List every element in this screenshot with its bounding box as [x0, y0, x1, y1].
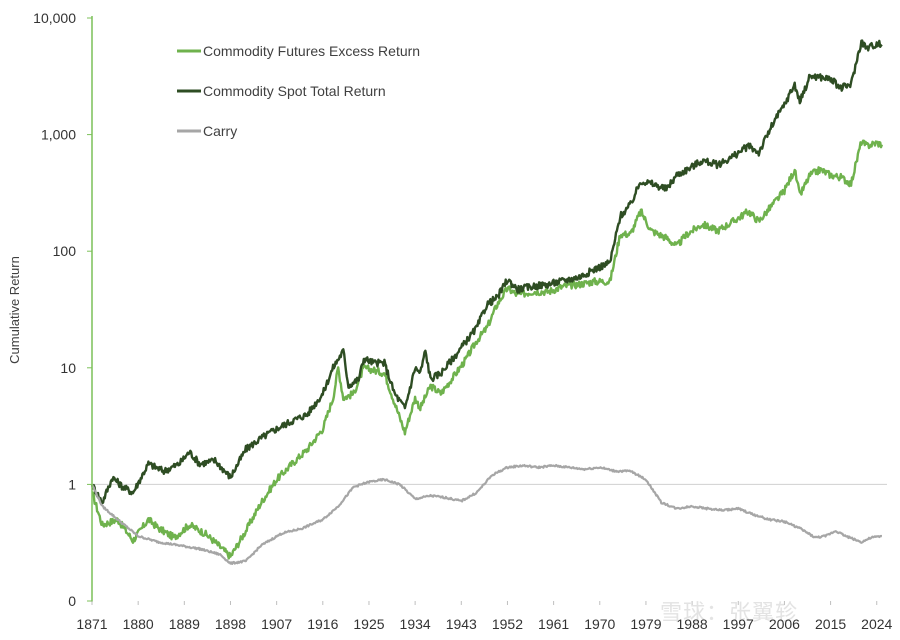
legend-label-3: Carry	[203, 123, 237, 139]
series-line-2	[90, 39, 883, 505]
x-tick-label: 1925	[353, 616, 384, 632]
x-tick-label: 1916	[307, 616, 338, 632]
series-line-1	[91, 139, 884, 560]
x-tick-label: 2006	[769, 616, 800, 632]
series-group	[90, 39, 884, 565]
y-tick-label: 10	[60, 360, 76, 376]
legend: Commodity Futures Excess Return Commodity…	[177, 43, 420, 139]
y-tick-label: 0	[68, 593, 76, 609]
x-tick-label: 1961	[538, 616, 569, 632]
x-axis-ticks: 1871 1880 1889 1898 1907 1916 1925 1934 1943 1952…	[76, 601, 893, 632]
x-tick-label: 2015	[815, 616, 846, 632]
x-tick-label: 1934	[400, 616, 431, 632]
x-tick-label: 1871	[76, 616, 107, 632]
x-tick-label: 1988	[677, 616, 708, 632]
y-tick-label: 100	[53, 243, 77, 259]
x-tick-label: 1979	[630, 616, 661, 632]
x-tick-label: 1898	[215, 616, 246, 632]
x-tick-label: 1970	[584, 616, 615, 632]
x-tick-label: 2024	[861, 616, 892, 632]
watermark-text: 雪球：张翼轸	[660, 601, 798, 626]
x-tick-label: 1943	[446, 616, 477, 632]
y-tick-label: 1	[68, 476, 76, 492]
y-tick-label: 1,000	[41, 127, 76, 143]
y-axis-title: Cumulative Return	[7, 256, 22, 364]
legend-label-2: Commodity Spot Total Return	[203, 83, 386, 99]
x-tick-label: 1907	[261, 616, 292, 632]
x-tick-label: 1889	[169, 616, 200, 632]
x-tick-label: 1880	[123, 616, 154, 632]
x-tick-label: 1952	[492, 616, 523, 632]
series-line-3	[90, 463, 883, 565]
legend-label-1: Commodity Futures Excess Return	[203, 43, 420, 59]
x-tick-label: 1997	[723, 616, 754, 632]
y-tick-label: 10,000	[33, 10, 76, 26]
